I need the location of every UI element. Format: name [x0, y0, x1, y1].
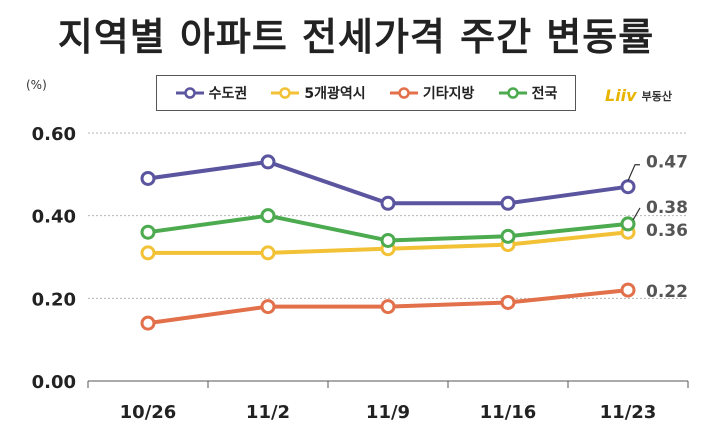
leader-line-0: [627, 164, 640, 181]
point-1-0: [140, 245, 156, 261]
legend-swatch-marker-0: [183, 87, 196, 99]
legend-item-3: 전국: [498, 83, 558, 103]
chart-title: 지역별 아파트 전세가격 주간 변동률: [57, 15, 655, 59]
y-axis-unit: (%): [26, 78, 47, 92]
point-2-2: [380, 299, 396, 315]
x-tick-label-1: 11/2: [246, 402, 290, 423]
point-2-4: [620, 282, 636, 298]
point-0-1: [260, 154, 276, 170]
legend-swatch-1: [271, 87, 300, 99]
legend-swatch-0: [175, 87, 204, 99]
legend-item-1: 5개광역시: [270, 83, 366, 103]
legend-label-0: 수도권: [208, 86, 248, 102]
point-0-0: [140, 170, 156, 186]
point-3-0: [140, 224, 156, 240]
point-0-4: [620, 179, 636, 195]
point-3-2: [380, 232, 396, 248]
legend: 수도권 5개광역시 기타지방 전국: [156, 75, 576, 111]
legend-label-1: 5개광역시: [304, 86, 366, 102]
leader-line-3: [632, 207, 641, 221]
point-3-3: [500, 228, 516, 244]
point-2-3: [500, 294, 516, 310]
legend-swatch-marker-2: [398, 87, 410, 99]
point-2-0: [140, 315, 156, 331]
y-tick-label-2: 0.40: [32, 207, 76, 228]
x-tick-label-4: 11/23: [600, 402, 657, 423]
legend-item-2: 기타지방: [389, 83, 475, 103]
point-3-1: [260, 208, 276, 224]
point-1-1: [260, 245, 276, 261]
x-tick-label-3: 11/16: [480, 402, 537, 423]
legend-swatch-marker-3: [506, 87, 519, 99]
legend-label-2: 기타지방: [422, 86, 475, 102]
x-tick-label-2: 11/9: [366, 402, 410, 423]
end-label-3: 0.38: [646, 198, 688, 218]
logo-mark: Liiv: [605, 86, 637, 105]
point-0-3: [500, 195, 516, 211]
end-label-0: 0.47: [646, 153, 688, 173]
y-tick-label-0: 0.00: [32, 372, 76, 393]
point-0-2: [380, 195, 396, 211]
y-tick-label-3: 0.60: [32, 124, 76, 145]
legend-swatch-2: [389, 87, 418, 99]
liiv-logo: Liiv 부동산: [605, 86, 672, 105]
legend-item-0: 수도권: [175, 83, 248, 103]
legend-label-3: 전국: [531, 86, 558, 102]
legend-swatch-marker-1: [279, 87, 292, 99]
point-2-1: [260, 299, 276, 315]
y-tick-label-1: 0.20: [32, 289, 76, 310]
x-tick-label-0: 10/26: [120, 402, 177, 423]
legend-swatch-3: [498, 87, 527, 99]
end-label-1: 0.36: [646, 221, 688, 241]
logo-text: 부동산: [641, 89, 672, 103]
end-label-2: 0.22: [646, 282, 688, 302]
point-3-4: [620, 216, 636, 232]
